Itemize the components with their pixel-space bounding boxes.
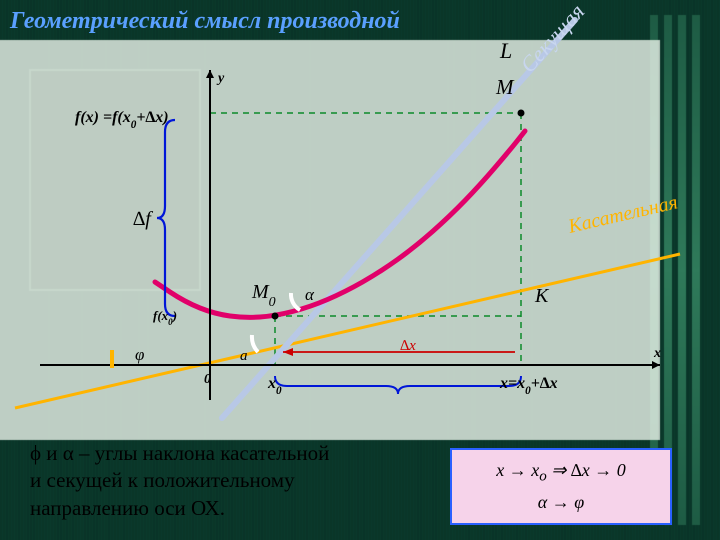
- svg-text:L: L: [499, 38, 512, 63]
- svg-text:x: x: [653, 346, 661, 361]
- svg-text:α: α: [305, 285, 315, 304]
- formula-line1: x → xo ⇒ ∆x → 0: [470, 460, 652, 486]
- explain-line2: и секущей к положительному: [30, 468, 295, 492]
- formula-box: x → xo ⇒ ∆x → 0 α → φ: [450, 448, 672, 525]
- svg-text:x0: x0: [267, 375, 282, 397]
- svg-text:y: y: [216, 71, 225, 86]
- svg-text:M: M: [495, 75, 515, 99]
- svg-text:x=x0+∆x: x=x0+∆x: [499, 375, 558, 397]
- svg-text:φ: φ: [135, 345, 144, 364]
- svg-text:∆f: ∆f: [133, 208, 153, 230]
- svg-text:f(x) =f(x0+∆x): f(x) =f(x0+∆x): [75, 109, 169, 131]
- explanation-text: ϕ и α – углы наклона касательной и секущ…: [30, 440, 430, 522]
- svg-text:M0: M0: [251, 281, 276, 310]
- explain-line1: ϕ и α – углы наклона касательной: [30, 441, 329, 465]
- svg-text:0: 0: [204, 372, 211, 387]
- formula-line2: α → φ: [470, 492, 652, 513]
- svg-text:а: а: [240, 348, 248, 364]
- svg-text:К: К: [534, 285, 550, 307]
- svg-text:Секущая: Секущая: [515, 0, 589, 77]
- svg-text:∆x: ∆x: [400, 338, 416, 354]
- explain-line3: направлению оси ОХ.: [30, 496, 225, 520]
- svg-text:f(x0): f(x0): [153, 308, 177, 327]
- svg-text:Касательная: Касательная: [565, 191, 680, 238]
